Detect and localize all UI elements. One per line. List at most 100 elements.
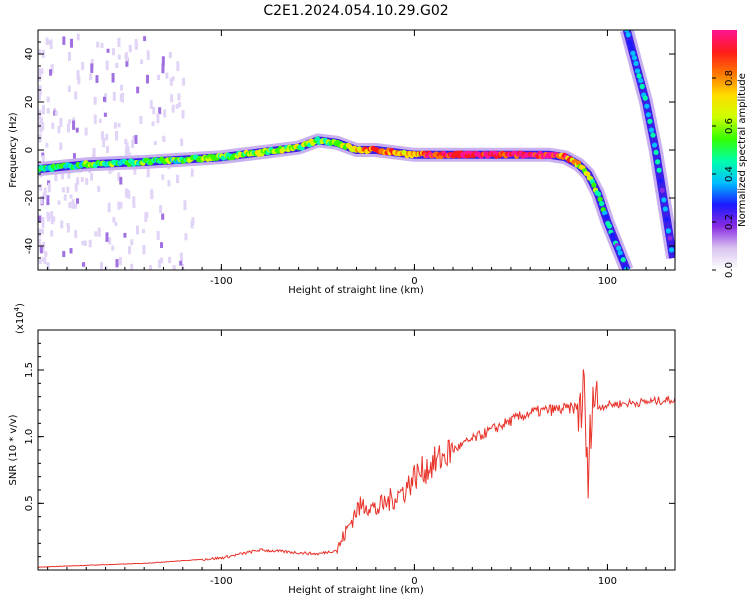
noise-speck bbox=[67, 85, 71, 92]
colorbar-tick-label: 0.0 bbox=[724, 262, 735, 278]
noise-speck bbox=[125, 142, 129, 149]
noise-speck bbox=[127, 190, 131, 199]
noise-speck bbox=[67, 224, 71, 233]
noise-speck bbox=[144, 212, 148, 222]
noise-speck bbox=[132, 196, 136, 205]
noise-speck bbox=[180, 256, 184, 261]
noise-speck bbox=[74, 182, 78, 192]
noise-speck bbox=[81, 61, 85, 71]
noise-speck bbox=[124, 138, 128, 145]
noise-speck bbox=[76, 177, 80, 185]
noise-speck bbox=[66, 223, 70, 228]
noise-speck bbox=[134, 135, 138, 144]
noise-speck bbox=[153, 140, 157, 145]
noise-speck bbox=[178, 102, 182, 108]
ridge-point bbox=[630, 50, 636, 56]
noise-speck bbox=[104, 266, 108, 270]
noise-speck bbox=[160, 242, 164, 249]
ridge-point bbox=[664, 216, 670, 222]
noise-speck bbox=[170, 94, 174, 103]
ridge-point bbox=[602, 210, 608, 216]
noise-speck bbox=[142, 244, 146, 255]
noise-speck bbox=[42, 192, 46, 200]
noise-speck bbox=[133, 169, 137, 175]
noise-speck bbox=[54, 172, 58, 182]
noise-speck bbox=[100, 43, 104, 49]
noise-speck bbox=[39, 117, 43, 125]
noise-speck bbox=[74, 203, 78, 209]
noise-speck bbox=[61, 172, 65, 180]
noise-speck bbox=[45, 37, 49, 45]
ridge-point bbox=[634, 68, 641, 74]
noise-speck bbox=[112, 216, 116, 223]
noise-speck bbox=[97, 227, 101, 237]
noise-speck bbox=[45, 142, 49, 148]
noise-speck bbox=[57, 200, 61, 205]
noise-speck bbox=[190, 168, 194, 177]
snr-xtick-label: 100 bbox=[598, 576, 617, 587]
ridge-point bbox=[642, 95, 648, 101]
ridge-point bbox=[653, 149, 659, 155]
noise-speck bbox=[72, 120, 76, 130]
noise-speck bbox=[50, 64, 54, 74]
noise-speck bbox=[66, 123, 70, 133]
noise-speck bbox=[130, 239, 134, 246]
noise-speck bbox=[161, 63, 165, 74]
noise-speck bbox=[51, 122, 55, 129]
noise-speck bbox=[132, 135, 136, 140]
noise-speck bbox=[115, 62, 119, 69]
ridge-point bbox=[668, 247, 675, 253]
noise-speck bbox=[47, 180, 51, 186]
noise-speck bbox=[96, 41, 100, 48]
colorbar-tick-label: 0.6 bbox=[724, 118, 735, 134]
noise-speck bbox=[108, 237, 112, 245]
noise-speck bbox=[82, 262, 86, 267]
spectrogram-ytick-label: -40 bbox=[24, 238, 35, 254]
noise-speck bbox=[168, 51, 172, 59]
noise-speck bbox=[49, 39, 53, 49]
ridge-point bbox=[655, 159, 661, 165]
colorbar-tick-label: 0.2 bbox=[724, 214, 735, 230]
ridge-point bbox=[639, 83, 645, 90]
ridge-point bbox=[665, 228, 672, 234]
noise-speck bbox=[83, 240, 87, 246]
noise-speck bbox=[149, 265, 153, 270]
noise-speck bbox=[111, 48, 115, 56]
noise-speck bbox=[145, 74, 149, 84]
noise-speck bbox=[106, 48, 110, 53]
noise-speck bbox=[62, 36, 66, 45]
spectrogram-panel: -100 0 100 -40 -20 0 20 40 Height of straight l… bbox=[8, 29, 676, 296]
noise-speck bbox=[161, 56, 165, 66]
noise-speck bbox=[125, 52, 129, 62]
ridge-point bbox=[644, 103, 650, 109]
noise-speck bbox=[158, 107, 162, 115]
ridge-point bbox=[659, 187, 665, 193]
noise-speck bbox=[50, 211, 54, 220]
noise-speck bbox=[111, 245, 115, 251]
noise-speck bbox=[93, 114, 97, 124]
ridge-point bbox=[638, 77, 644, 84]
noise-speck bbox=[61, 187, 65, 193]
noise-speck bbox=[81, 240, 85, 246]
noise-speck bbox=[162, 135, 166, 141]
noise-speck bbox=[41, 104, 45, 115]
spectrogram-ytick-label: 40 bbox=[24, 48, 35, 61]
noise-speck bbox=[158, 259, 162, 268]
noise-speck bbox=[57, 125, 61, 134]
noise-speck bbox=[67, 52, 71, 61]
ridge-point bbox=[651, 142, 658, 148]
snr-background bbox=[38, 330, 675, 570]
noise-speck bbox=[117, 37, 121, 48]
noise-speck bbox=[74, 230, 78, 239]
noise-speck bbox=[98, 118, 102, 124]
noise-speck bbox=[105, 133, 109, 141]
noise-speck bbox=[111, 73, 115, 83]
spectrogram-ytick-label: 20 bbox=[24, 96, 35, 109]
ridge-point bbox=[617, 250, 623, 256]
noise-speck bbox=[171, 76, 175, 81]
noise-speck bbox=[39, 269, 43, 270]
snr-ytick-label: 0.5 bbox=[24, 495, 35, 511]
noise-speck bbox=[38, 215, 42, 223]
noise-speck bbox=[94, 231, 98, 237]
noise-speck bbox=[118, 257, 122, 266]
